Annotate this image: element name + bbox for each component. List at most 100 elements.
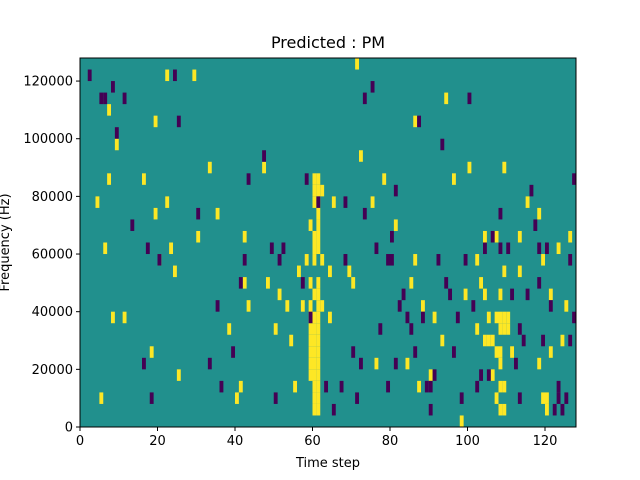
high-value-cell bbox=[304, 254, 309, 266]
low-value-cell bbox=[556, 380, 561, 393]
high-value-cell bbox=[413, 254, 418, 266]
low-value-cell bbox=[475, 380, 480, 393]
low-value-cell bbox=[238, 277, 243, 289]
high-value-cell bbox=[498, 380, 503, 393]
high-value-cell bbox=[393, 219, 398, 231]
low-value-cell bbox=[308, 311, 313, 324]
high-value-cell bbox=[111, 311, 115, 324]
high-value-cell bbox=[494, 311, 499, 324]
high-value-cell bbox=[293, 380, 298, 393]
low-value-cell bbox=[510, 288, 515, 301]
high-value-cell bbox=[421, 300, 425, 312]
high-value-cell bbox=[502, 403, 507, 416]
low-value-cell bbox=[537, 242, 542, 255]
low-value-cell bbox=[215, 300, 220, 312]
high-value-cell bbox=[494, 346, 499, 358]
high-value-cell bbox=[312, 173, 317, 185]
low-value-cell bbox=[130, 219, 135, 231]
low-value-cell bbox=[219, 380, 224, 393]
high-value-cell bbox=[320, 300, 325, 312]
high-value-cell bbox=[498, 403, 503, 416]
high-value-cell bbox=[316, 207, 321, 220]
low-value-cell bbox=[568, 254, 573, 266]
low-value-cell bbox=[281, 242, 286, 255]
high-value-cell bbox=[545, 392, 549, 404]
high-value-cell bbox=[463, 288, 468, 301]
high-value-cell bbox=[227, 323, 232, 335]
high-value-cell bbox=[308, 300, 313, 312]
y-tick-label: 40000 bbox=[32, 305, 73, 320]
high-value-cell bbox=[374, 357, 379, 370]
high-value-cell bbox=[428, 369, 433, 381]
low-value-cell bbox=[517, 392, 522, 404]
high-value-cell bbox=[444, 92, 449, 105]
low-value-cell bbox=[122, 92, 127, 105]
high-value-cell bbox=[405, 357, 410, 370]
high-value-cell bbox=[312, 403, 317, 416]
high-value-cell bbox=[312, 288, 317, 301]
high-value-cell bbox=[308, 277, 313, 289]
low-value-cell bbox=[393, 184, 398, 197]
low-value-cell bbox=[428, 380, 433, 393]
heatmap-cells bbox=[87, 58, 577, 427]
low-value-cell bbox=[277, 254, 282, 266]
low-value-cell bbox=[370, 81, 375, 93]
high-value-cell bbox=[498, 323, 503, 335]
high-value-cell bbox=[564, 300, 569, 312]
low-value-cell bbox=[351, 346, 356, 358]
y-tick-label: 80000 bbox=[32, 190, 73, 205]
low-value-cell bbox=[452, 346, 456, 358]
low-value-cell bbox=[262, 150, 267, 162]
x-tick-label: 120 bbox=[533, 434, 558, 449]
low-value-cell bbox=[390, 230, 394, 243]
low-value-cell bbox=[560, 403, 565, 416]
low-value-cell bbox=[548, 300, 553, 312]
high-value-cell bbox=[316, 403, 321, 416]
low-value-cell bbox=[564, 392, 569, 404]
high-value-cell bbox=[312, 230, 317, 243]
high-value-cell bbox=[308, 219, 313, 231]
high-value-cell bbox=[142, 173, 146, 185]
low-value-cell bbox=[316, 196, 321, 208]
low-value-cell bbox=[517, 323, 522, 335]
low-value-cell bbox=[521, 334, 526, 347]
high-value-cell bbox=[475, 323, 480, 335]
low-value-cell bbox=[378, 323, 383, 335]
high-value-cell bbox=[273, 323, 278, 335]
high-value-cell bbox=[246, 300, 251, 312]
low-value-cell bbox=[207, 357, 212, 370]
high-value-cell bbox=[498, 346, 503, 358]
high-value-cell bbox=[320, 184, 325, 197]
high-value-cell bbox=[417, 380, 422, 393]
high-value-cell bbox=[308, 334, 313, 347]
high-value-cell bbox=[262, 161, 267, 174]
low-value-cell bbox=[111, 81, 115, 93]
high-value-cell bbox=[285, 300, 290, 312]
y-axis-label: Frequency (Hz) bbox=[0, 193, 13, 291]
high-value-cell bbox=[316, 173, 321, 185]
high-value-cell bbox=[479, 277, 484, 289]
high-value-cell bbox=[122, 311, 127, 324]
y-tick-label: 20000 bbox=[32, 363, 73, 378]
high-value-cell bbox=[328, 265, 332, 278]
high-value-cell bbox=[316, 300, 321, 312]
high-value-cell bbox=[312, 380, 317, 393]
low-value-cell bbox=[421, 311, 425, 324]
low-value-cell bbox=[471, 300, 476, 312]
high-value-cell bbox=[498, 288, 503, 301]
high-value-cell bbox=[196, 230, 201, 243]
high-value-cell bbox=[355, 58, 360, 70]
low-value-cell bbox=[428, 403, 433, 416]
high-value-cell bbox=[560, 334, 565, 347]
high-value-cell bbox=[517, 230, 522, 243]
high-value-cell bbox=[502, 161, 507, 174]
high-value-cell bbox=[475, 254, 480, 266]
high-value-cell bbox=[316, 369, 321, 381]
high-value-cell bbox=[494, 230, 499, 243]
high-value-cell bbox=[537, 207, 542, 220]
high-value-cell bbox=[486, 311, 491, 324]
high-value-cell bbox=[320, 254, 325, 266]
low-value-cell bbox=[529, 184, 534, 197]
low-value-cell bbox=[246, 173, 251, 185]
